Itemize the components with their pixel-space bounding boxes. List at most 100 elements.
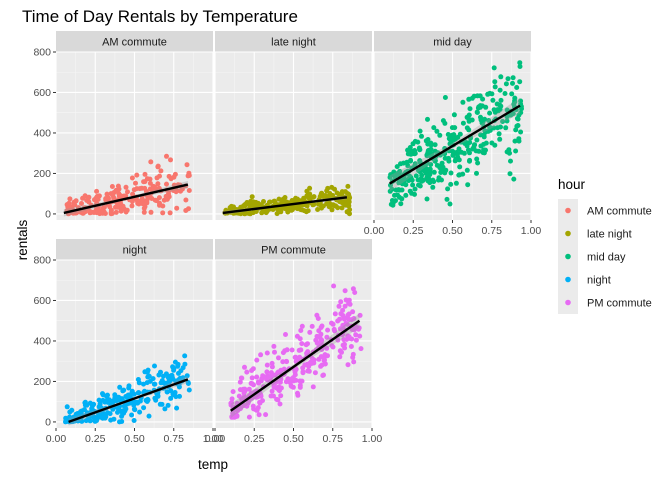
data-point (160, 203, 166, 209)
data-point (463, 139, 468, 145)
data-point (82, 402, 88, 408)
data-point (284, 359, 290, 365)
data-point (495, 125, 501, 131)
data-point (297, 336, 303, 342)
data-point (64, 404, 70, 410)
data-point (180, 365, 186, 371)
data-point (172, 359, 178, 365)
data-point (481, 147, 487, 153)
data-point (322, 357, 327, 363)
data-point (306, 363, 312, 369)
data-point (474, 170, 479, 176)
data-point (244, 369, 250, 375)
data-point (174, 405, 180, 411)
data-point (319, 323, 325, 329)
data-point (129, 412, 135, 418)
y-axis-title: rentals (15, 219, 30, 260)
x-tick-label: 0.00 (205, 433, 226, 445)
data-point (329, 207, 335, 213)
data-point (453, 180, 459, 186)
facet-strip-am-commute (56, 31, 213, 52)
data-point (347, 301, 353, 307)
y-tick-label: 0 (45, 416, 51, 428)
data-point (487, 110, 493, 116)
data-point (141, 405, 147, 411)
data-point (160, 210, 166, 216)
data-point (511, 176, 517, 182)
data-point (498, 74, 504, 80)
data-point (412, 138, 418, 144)
data-point (249, 375, 255, 381)
facet-strip-pm-commute (215, 239, 372, 260)
y-tick-label: 600 (33, 87, 51, 99)
data-point (485, 91, 491, 97)
data-point (345, 312, 351, 318)
data-point (503, 125, 509, 131)
data-point (342, 341, 347, 347)
data-point (232, 414, 238, 420)
data-point (330, 193, 336, 198)
data-point (515, 116, 521, 122)
data-point (299, 378, 305, 384)
trend-line (63, 183, 189, 215)
y-tick-label: 600 (33, 295, 51, 307)
data-point (497, 136, 503, 142)
data-point (476, 148, 482, 154)
data-point (297, 384, 303, 390)
data-point (329, 320, 334, 326)
data-point (131, 402, 137, 408)
data-point (510, 80, 515, 86)
data-point (448, 181, 454, 187)
data-point (405, 147, 411, 153)
data-point (269, 364, 275, 370)
data-point (464, 143, 470, 149)
data-point (519, 106, 524, 112)
data-point (465, 147, 471, 153)
data-point (332, 328, 338, 334)
x-tick-label: 1.00 (521, 225, 542, 237)
data-point (348, 344, 354, 349)
data-point (90, 403, 95, 409)
data-point (108, 209, 114, 215)
chart-title: Time of Day Rentals by Temperature (22, 7, 298, 26)
data-point (390, 202, 396, 208)
data-point (305, 349, 311, 355)
data-point (186, 188, 192, 193)
data-point (505, 76, 511, 82)
legend: hour AM commute late night mid day night PM … (558, 177, 652, 314)
data-point (398, 161, 403, 167)
data-point (456, 172, 462, 178)
data-point (185, 381, 191, 386)
data-point (295, 196, 300, 202)
data-point (339, 199, 345, 205)
data-point (142, 171, 148, 177)
x-tick-label: 0.75 (482, 225, 503, 237)
data-point (517, 64, 523, 69)
data-point (141, 209, 147, 215)
data-point (184, 162, 190, 168)
trend-line (68, 378, 189, 424)
data-point (507, 171, 513, 177)
data-point (246, 414, 252, 420)
data-point (289, 384, 295, 389)
data-point (303, 342, 309, 348)
data-point (152, 363, 157, 369)
x-tick-label: 1.00 (203, 433, 224, 445)
data-point (492, 84, 498, 90)
data-point (134, 186, 140, 192)
data-point (500, 119, 506, 124)
data-point (515, 123, 521, 128)
data-point (246, 210, 251, 216)
data-point (163, 193, 169, 199)
facet-label-mid-day: mid day (433, 37, 472, 49)
data-point (464, 114, 470, 120)
data-point (311, 194, 317, 200)
legend-item-mid-day: mid day (558, 245, 626, 268)
data-point (442, 95, 448, 100)
data-point (408, 175, 414, 181)
data-point (280, 359, 286, 365)
data-point (502, 91, 508, 96)
data-point (427, 166, 433, 172)
data-point (276, 387, 281, 392)
data-point (518, 98, 524, 104)
